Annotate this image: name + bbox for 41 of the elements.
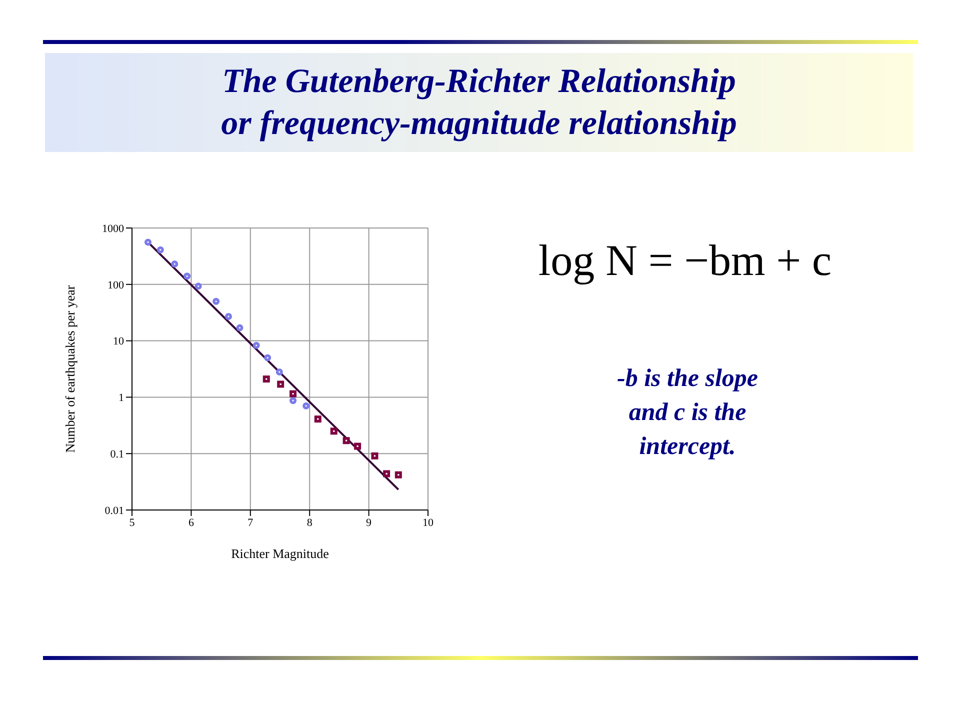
point	[184, 272, 191, 280]
point	[194, 282, 202, 290]
point	[212, 298, 220, 305]
y-axis-title: Number of earthquakes per year	[62, 284, 78, 453]
y-tick-label: 10	[113, 336, 124, 348]
y-tick-label: 0.1	[110, 448, 124, 461]
x-tick-label: 7	[248, 516, 254, 529]
point	[262, 376, 270, 383]
point	[156, 246, 164, 254]
point	[383, 470, 390, 478]
point	[290, 390, 297, 398]
chart-title: The Gutenberg-Richter Relationship	[222, 62, 736, 102]
point	[236, 324, 244, 332]
point	[171, 260, 178, 268]
y-tick-label: 0.01	[104, 504, 124, 517]
x-tick-label: 8	[306, 516, 313, 529]
x-tick-label: 9	[366, 516, 372, 529]
point	[342, 437, 350, 444]
point	[224, 312, 232, 320]
y-tick-label: 100	[108, 279, 124, 292]
point	[314, 416, 322, 423]
point	[144, 238, 152, 246]
chart-subtitle: or frequency-magnitude relationship	[221, 104, 737, 144]
point	[276, 368, 283, 376]
point	[394, 471, 402, 478]
point	[302, 402, 310, 410]
point	[354, 442, 362, 450]
point	[264, 354, 272, 362]
x-tick-label: 6	[188, 516, 194, 529]
x-tick-label: 10	[422, 516, 434, 529]
text: log N = −bm + c	[537, 235, 833, 286]
x-tick-label: 5	[129, 516, 136, 529]
point	[277, 380, 284, 388]
point	[290, 397, 297, 404]
x-axis-title: Richter Magnitude	[231, 546, 330, 561]
point	[371, 452, 378, 460]
point	[330, 428, 338, 435]
y-tick-label: 1000	[102, 222, 124, 235]
text: -b is the slope and c is the intercept.	[616, 364, 759, 462]
y-tick-label: 1	[118, 392, 124, 404]
point	[252, 342, 260, 349]
